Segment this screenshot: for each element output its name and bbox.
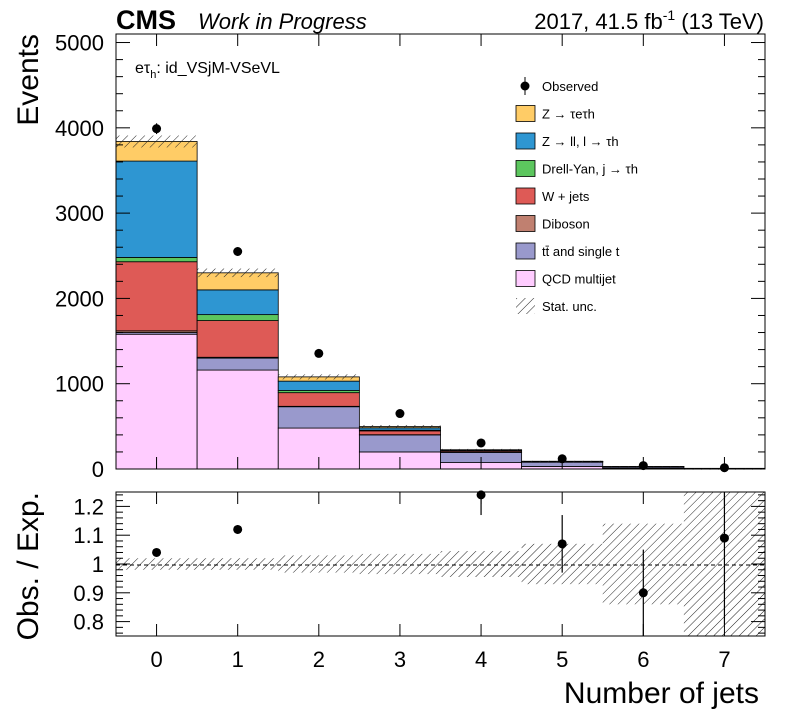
observed-point-1: [233, 247, 243, 256]
y-axis-title: Events: [12, 34, 45, 126]
main-axes: 0 1000 2000 3000 4000 5000: [55, 31, 765, 482]
stat-unc-0: [116, 135, 198, 148]
ratio-point-6: [638, 588, 648, 598]
bar-dy_jtau-0: [115, 257, 198, 263]
x-tick-label-6: 6: [637, 647, 649, 672]
x-tick-label-1: 1: [232, 647, 244, 672]
bar-wjets-2: [277, 392, 360, 407]
cms-label: CMS: [116, 5, 176, 35]
lumi-prefix: 2017, 41.5 fb: [534, 9, 662, 34]
stack-bars: [115, 141, 766, 470]
ratio-tick-label-0.8: 0.8: [73, 610, 104, 635]
legend-label-z_ll: Z → ll, l → τh: [542, 134, 619, 149]
legend-swatch-wjets: [515, 187, 536, 205]
x-tick-label-0: 0: [150, 647, 162, 672]
legend-label-qcd: QCD multijet: [542, 272, 616, 287]
ratio-point-1: [233, 524, 243, 534]
bar-z_ll-2: [277, 380, 360, 391]
x-tick-label-4: 4: [475, 647, 487, 672]
bar-ttbar-1: [196, 357, 279, 371]
ratio-tick-label-1.1: 1.1: [73, 523, 104, 548]
bar-ttbar-2: [277, 406, 360, 429]
y-tick-label-2000: 2000: [55, 286, 104, 311]
bar-qcd-0: [115, 333, 198, 470]
ratio-axes: 0.8 0.9 1 1.1 1.2 0 1 2 3 4 5 6 7: [73, 492, 765, 672]
legend-observed-marker: [520, 81, 530, 91]
stat-unc-1: [197, 268, 279, 278]
bar-wjets-0: [115, 261, 198, 332]
lumi-suffix: (13 TeV): [675, 9, 764, 34]
observed-point-2: [314, 348, 324, 358]
bar-qcd-1: [196, 369, 279, 470]
legend-label-z_tautau: Z → τeτh: [542, 107, 595, 122]
ratio-unc-1: [197, 558, 279, 570]
legend-swatch-z_tautau: [515, 105, 536, 122]
ratio-unc-3: [359, 553, 441, 575]
observed-points: [152, 123, 729, 473]
legend-swatch-stat-unc: [516, 298, 535, 314]
y-tick-label-5000: 5000: [55, 31, 104, 56]
ratio-tick-label-1.2: 1.2: [73, 494, 104, 519]
legend-swatch-z_ll: [515, 132, 536, 150]
x-tick-label-2: 2: [313, 647, 325, 672]
channel-label: eτh: id_VSjM-VSeVL: [135, 60, 280, 81]
stat-unc-2: [278, 374, 360, 380]
ratio-point-7: [719, 533, 729, 543]
legend-label-stat-unc: Stat. unc.: [542, 299, 597, 314]
observed-point-4: [476, 438, 486, 448]
legend: Observed Z → τeτh Z → ll, l → τh Drell-Yan,…: [515, 77, 638, 314]
ratio-y-axis-title: Obs. / Exp.: [12, 492, 45, 640]
legend-swatch-ttbar: [515, 242, 536, 260]
x-tick-label-5: 5: [556, 647, 568, 672]
ratio-unc-0: [116, 558, 198, 570]
x-tick-label-3: 3: [394, 647, 406, 672]
bar-z_ll-1: [196, 289, 279, 316]
channel-prefix: eτ: [135, 60, 151, 77]
channel-sub: h: [150, 69, 156, 81]
legend-label-wjets: W + jets: [542, 189, 590, 204]
legend-label-dy_jtau: Drell-Yan, j → τh: [542, 162, 638, 177]
bar-wjets-1: [196, 320, 279, 358]
bar-dy_jtau-1: [196, 314, 279, 321]
x-tick-label-7: 7: [718, 647, 730, 672]
legend-swatch-qcd: [515, 270, 536, 287]
ratio-unc-band: [116, 492, 765, 636]
legend-label-diboson: Diboson: [542, 217, 590, 232]
bar-z_ll-0: [115, 160, 198, 258]
ratio-unc-2: [278, 555, 360, 573]
ratio-point-0: [152, 547, 162, 557]
channel-suffix: : id_VSjM-VSeVL: [156, 60, 280, 77]
stat-unc-3: [359, 424, 441, 429]
ratio-tick-label-0.9: 0.9: [73, 581, 104, 606]
observed-point-3: [395, 409, 405, 419]
x-axis-title: Number of jets: [564, 677, 759, 710]
ratio-points: [152, 490, 729, 636]
legend-swatch-dy_jtau: [515, 160, 536, 177]
observed-point-0: [152, 124, 162, 134]
y-tick-label-3000: 3000: [55, 201, 104, 226]
y-tick-label-1000: 1000: [55, 372, 104, 397]
lumi-label: 2017, 41.5 fb-1 (13 TeV): [534, 7, 764, 34]
bar-ttbar-3: [358, 434, 441, 453]
y-tick-label-4000: 4000: [55, 116, 104, 141]
lumi-exponent: -1: [663, 7, 676, 23]
legend-swatch-diboson: [515, 215, 536, 232]
ratio-unc-4: [440, 551, 522, 577]
stat-unc-4: [440, 448, 522, 451]
bar-wjets-3: [358, 430, 441, 436]
legend-observed-label: Observed: [542, 79, 598, 94]
status-label: Work in Progress: [198, 9, 367, 34]
ratio-tick-label-1: 1: [92, 552, 104, 577]
main-frame: [115, 33, 766, 470]
y-tick-label-0: 0: [92, 457, 104, 482]
legend-label-ttbar: tt̄ and single t: [542, 244, 620, 259]
ratio-point-5: [557, 539, 567, 549]
